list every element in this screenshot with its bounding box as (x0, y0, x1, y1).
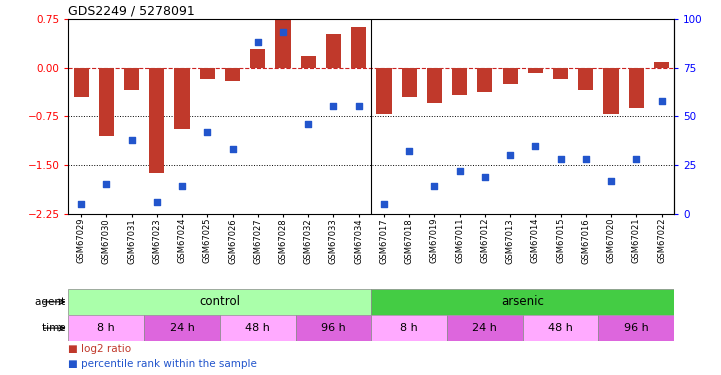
Bar (598, 315, 674, 341)
Bar (402, 68, 417, 97)
Text: 96 h: 96 h (624, 323, 649, 333)
Bar (523, 315, 598, 341)
Point (555, 156, 567, 162)
Point (605, 178, 616, 184)
Text: 48 h: 48 h (245, 323, 270, 333)
Bar (149, 68, 164, 173)
Bar (503, 68, 518, 84)
Bar (301, 56, 316, 68)
Point (176, 183, 187, 189)
Bar (99, 68, 114, 136)
Bar (528, 68, 543, 73)
Bar (447, 315, 523, 341)
Text: agent: agent (35, 297, 68, 307)
Bar (427, 68, 442, 103)
Point (454, 168, 466, 174)
Point (580, 156, 591, 162)
Point (428, 183, 440, 189)
Bar (654, 62, 669, 68)
Point (126, 136, 138, 142)
Point (151, 199, 163, 205)
Point (404, 148, 415, 154)
Text: time: time (42, 323, 68, 333)
Text: 96 h: 96 h (321, 323, 346, 333)
Text: arsenic: arsenic (501, 296, 544, 308)
Bar (578, 68, 593, 90)
Bar (74, 68, 89, 97)
Bar (174, 68, 190, 129)
Point (76, 201, 87, 207)
Bar (296, 315, 371, 341)
Bar (371, 315, 447, 341)
Text: ■ log2 ratio: ■ log2 ratio (68, 344, 132, 354)
Point (479, 174, 490, 180)
Bar (225, 68, 240, 81)
Bar (250, 49, 265, 68)
Text: 24 h: 24 h (169, 323, 195, 333)
Bar (553, 68, 568, 79)
Bar (220, 315, 296, 341)
Bar (326, 34, 341, 68)
Bar (124, 68, 139, 90)
Point (378, 201, 389, 207)
Point (630, 156, 642, 162)
Point (303, 121, 314, 127)
Bar (68, 289, 371, 315)
Text: 48 h: 48 h (548, 323, 573, 333)
Text: 24 h: 24 h (472, 323, 497, 333)
Bar (351, 27, 366, 68)
Point (202, 129, 213, 135)
Bar (275, 20, 291, 68)
Text: 8 h: 8 h (400, 323, 418, 333)
Bar (603, 68, 619, 114)
Bar (629, 68, 644, 108)
Bar (371, 289, 674, 315)
Bar (477, 68, 492, 92)
Text: ■ percentile rank within the sample: ■ percentile rank within the sample (68, 359, 257, 369)
Bar (144, 315, 220, 341)
Point (277, 29, 288, 35)
Point (101, 182, 112, 188)
Point (327, 104, 339, 110)
Point (505, 152, 516, 158)
Bar (68, 315, 144, 341)
Text: GDS2249 / 5278091: GDS2249 / 5278091 (68, 4, 195, 18)
Point (655, 98, 667, 104)
Point (252, 39, 264, 45)
Bar (200, 68, 215, 79)
Text: control: control (200, 296, 240, 308)
Point (353, 104, 364, 110)
Bar (452, 68, 467, 95)
Point (529, 142, 541, 148)
Point (226, 146, 238, 152)
Text: 8 h: 8 h (97, 323, 115, 333)
Bar (376, 68, 392, 114)
